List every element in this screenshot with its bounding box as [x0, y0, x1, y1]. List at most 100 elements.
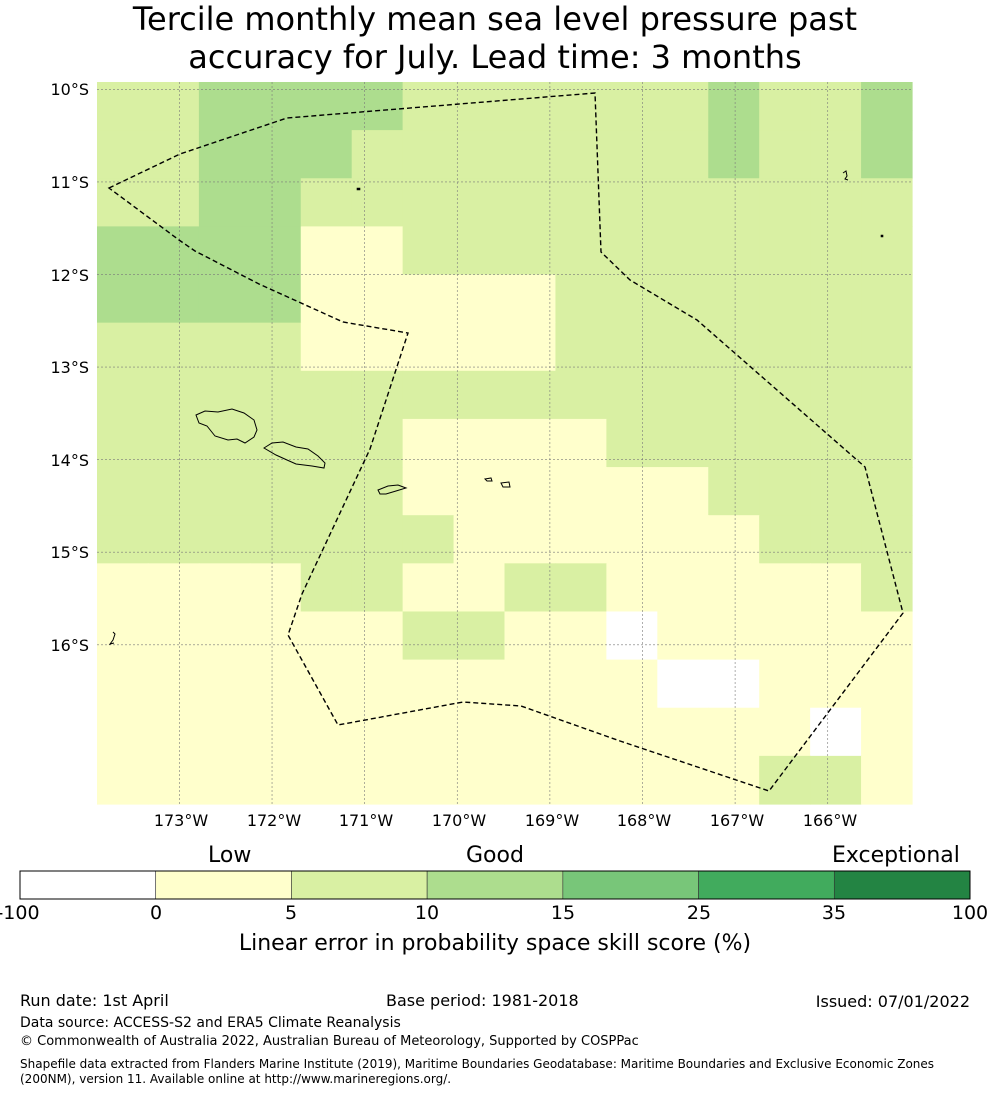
grid-cell [708, 755, 760, 805]
grid-cell [249, 370, 302, 420]
grid-cell [810, 755, 862, 805]
grid-cell [300, 322, 353, 372]
lat-label-15s: 15°S [50, 543, 89, 562]
grid-cell [147, 611, 200, 661]
skill-grid [97, 82, 913, 805]
grid-cell [249, 322, 302, 372]
grid-cell [708, 563, 760, 613]
tutuila-island [377, 484, 408, 495]
shapefile-credit-line-2: (200NM), version 11. Available online at… [20, 1072, 452, 1086]
grid-cell [351, 130, 404, 179]
tau-island [500, 481, 511, 488]
ofu-island [483, 477, 493, 482]
grid-cell [402, 370, 455, 420]
grid-cell [97, 563, 149, 613]
grid-cell [97, 611, 149, 661]
grid-cell [147, 274, 200, 324]
grid-cell [300, 82, 353, 131]
grid-cell [402, 611, 455, 661]
grid-cell [606, 515, 658, 564]
grid-cell [351, 82, 404, 131]
grid-cell [402, 755, 455, 805]
grid-cell [657, 370, 709, 420]
savaii-island [195, 408, 258, 444]
grid-cell [351, 515, 404, 564]
lon-label-169w: 169°W [524, 811, 580, 830]
grid-cell [453, 659, 506, 709]
grid-cell [300, 370, 353, 420]
grid-cell [97, 322, 149, 372]
grid-cell [861, 707, 913, 757]
atoll-east [842, 170, 849, 181]
grid-cell [351, 707, 404, 757]
grid-cell [555, 659, 607, 709]
grid-cell [759, 515, 811, 564]
grid-cell [300, 467, 353, 516]
grid-cell [351, 563, 404, 613]
grid-cell [606, 418, 658, 468]
grid-cell [504, 178, 557, 227]
grid-cell [759, 755, 811, 805]
grid-cell [708, 82, 760, 131]
grid-cell [555, 755, 607, 805]
grid-cell [606, 707, 658, 757]
colorbar-tick: 10 [414, 902, 440, 924]
grid-cell [147, 467, 200, 516]
map-title: Tercile monthly mean sea level pressure … [0, 0, 990, 76]
grid-cell [708, 370, 760, 420]
grid-cell [657, 659, 709, 709]
lon-label-172w: 172°W [246, 811, 302, 830]
colorbar-tick: 100 [951, 902, 989, 924]
grid-cell [810, 707, 862, 757]
grid-cell [657, 130, 709, 179]
grid-cell [300, 755, 353, 805]
grid-cell [708, 659, 760, 709]
grid-cell [657, 611, 709, 661]
grid-cell [504, 418, 557, 468]
category-low: Low [208, 843, 252, 868]
grid-cell [861, 611, 913, 661]
grid-cell [708, 707, 760, 757]
grid-cell [606, 226, 658, 276]
grid-cell [402, 322, 455, 372]
grid-cell [97, 755, 149, 805]
grid-cell [198, 322, 251, 372]
grid-cell [402, 82, 455, 131]
colorbar-segment [833, 870, 971, 900]
lon-label-171w: 171°W [338, 811, 394, 830]
grid-cell [198, 130, 251, 179]
grid-cell [708, 130, 760, 179]
grid-cell [249, 82, 302, 131]
grid-cell [708, 226, 760, 276]
colorbar-segment [426, 870, 564, 900]
grid-cell [555, 130, 607, 179]
grid-cell [97, 418, 149, 468]
lat-label-14s: 14°S [50, 451, 89, 470]
atoll-far-east [880, 234, 884, 238]
colorbar-tick: 5 [284, 902, 298, 924]
grid-cell [861, 130, 913, 179]
grid-cell [147, 755, 200, 805]
grid-cell [861, 178, 913, 227]
base-period: Base period: 1981-2018 [386, 991, 579, 1010]
grid-cell [402, 515, 455, 564]
grid-cell [759, 178, 811, 227]
grid-cell [606, 274, 658, 324]
grid-cell [249, 707, 302, 757]
grid-cell [97, 659, 149, 709]
colorbar-segment [698, 870, 835, 900]
colorbar [19, 870, 971, 900]
grid-cell [861, 274, 913, 324]
grid-cell [453, 515, 506, 564]
grid-cell [861, 515, 913, 564]
grid-cell [249, 467, 302, 516]
grid-cell [657, 178, 709, 227]
grid-cell [504, 226, 557, 276]
grid-cell [147, 130, 200, 179]
grid-cell [810, 370, 862, 420]
grid-cell [453, 418, 506, 468]
grid-cell [759, 370, 811, 420]
grid-cell [351, 178, 404, 227]
grid-cell [300, 130, 353, 179]
grid-cell [402, 467, 455, 516]
